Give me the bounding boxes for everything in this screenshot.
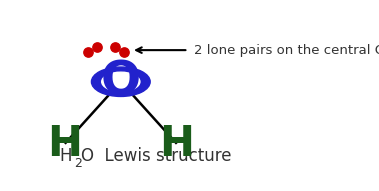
Point (85, 51, 92, 54)
Text: O: O (101, 59, 141, 104)
Text: H: H (47, 122, 83, 164)
Circle shape (91, 67, 150, 96)
Text: H: H (159, 122, 194, 164)
Text: O  Lewis structure: O Lewis structure (81, 147, 231, 165)
Circle shape (102, 72, 140, 91)
Text: H: H (59, 147, 72, 165)
Point (121, 51, 127, 54)
Text: 2 lone pairs on the central O atom: 2 lone pairs on the central O atom (194, 44, 379, 57)
Text: 2: 2 (74, 157, 82, 170)
Point (94, 46, 100, 49)
Point (112, 46, 118, 49)
